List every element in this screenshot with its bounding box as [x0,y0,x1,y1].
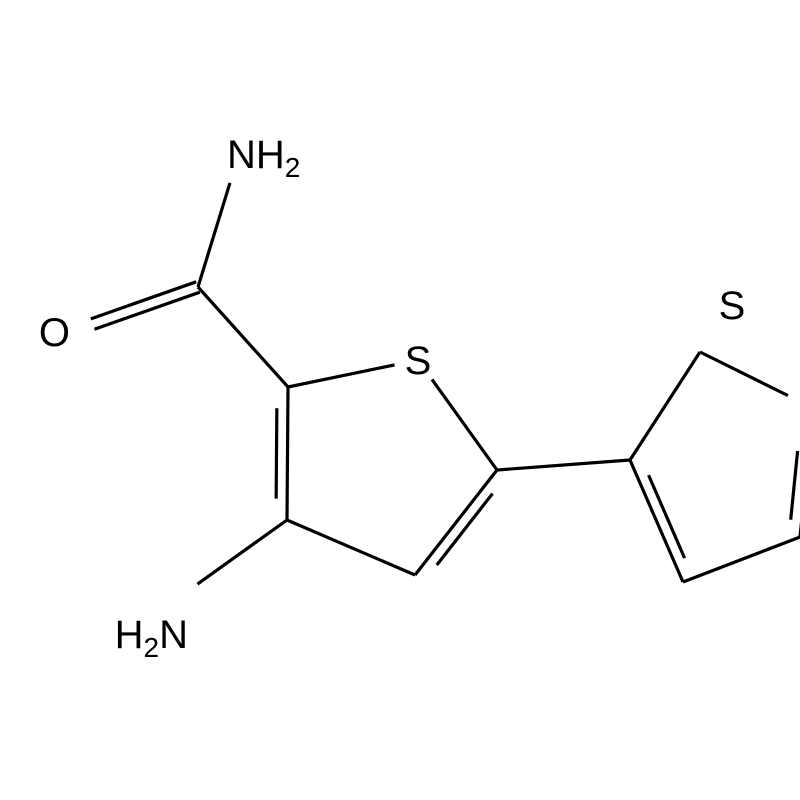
atom-label-N1: NH2 [227,133,300,183]
bond [287,387,288,520]
bond [432,379,497,470]
bond [276,408,277,498]
bond [700,352,788,396]
bond [287,520,415,575]
bond [791,451,798,520]
bond [630,460,683,582]
atom-label-O: O [39,311,70,355]
atom-label-S3: S [405,339,432,383]
bond [198,287,288,387]
bond [683,537,800,582]
bond [198,520,287,584]
bond [630,352,700,460]
atom-label-S10: S [719,284,746,328]
bond [415,470,497,575]
bond [437,494,493,565]
bond [288,365,395,387]
bond [497,460,630,470]
molecule-diagram: O NH2 S H2N S [0,0,800,800]
atom-label-N5: H2N [115,613,188,663]
bond [198,183,230,287]
